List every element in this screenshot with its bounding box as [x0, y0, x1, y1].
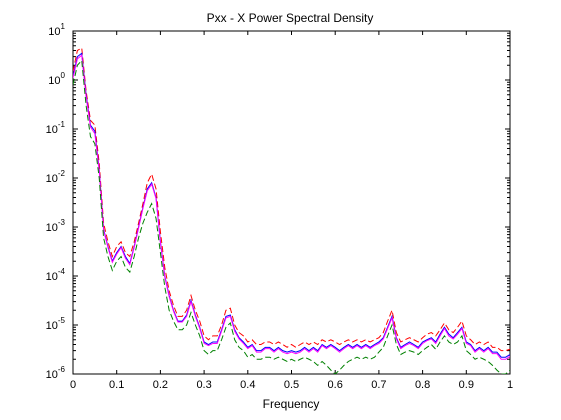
x-axis: 0 0.1 0.2 0.3 0.4 0.5 0.6 0.7 0.8 0.9 1 [70, 31, 513, 391]
x-tick-label: 0.1 [109, 379, 124, 391]
y-tick-base: 10 [48, 75, 60, 87]
y-tick-exponent: -6 [58, 365, 66, 374]
x-axis-label: Frequency [263, 397, 320, 411]
y-tick-base: 10 [46, 124, 58, 136]
y-tick-label: 10-6 [46, 365, 66, 381]
x-tick-label: 0.3 [196, 379, 211, 391]
x-tick-label: 0 [70, 379, 76, 391]
y-tick-base: 10 [46, 320, 58, 332]
x-tick-label: 1 [507, 379, 513, 391]
series-lines [73, 47, 510, 374]
series-line-4 [73, 59, 510, 374]
x-tick-label: 0.7 [371, 379, 386, 391]
y-tick-base: 10 [46, 271, 58, 283]
y-tick-exponent: 1 [61, 22, 66, 31]
y-tick-exponent: -5 [58, 316, 66, 325]
x-tick-label: 0.2 [153, 379, 168, 391]
y-tick-label: 10-5 [46, 316, 66, 332]
y-tick-exponent: 0 [61, 71, 66, 80]
series-line-1 [73, 47, 510, 352]
y-tick-label: 10-1 [46, 120, 66, 136]
y-tick-exponent: -3 [58, 218, 66, 227]
x-tick-label: 0.9 [459, 379, 474, 391]
plot-area [72, 30, 511, 375]
y-tick-exponent: -2 [58, 169, 66, 178]
y-tick-base: 10 [46, 173, 58, 185]
y-tick-label: 10-4 [46, 267, 66, 283]
y-tick-label: 101 [48, 22, 65, 38]
y-tick-exponent: -1 [58, 120, 66, 129]
y-tick-label: 100 [48, 71, 65, 87]
x-tick-label: 0.8 [415, 379, 430, 391]
series-line-3 [73, 54, 510, 360]
y-tick-base: 10 [48, 26, 60, 38]
x-tick-label: 0.5 [284, 379, 299, 391]
x-tick-label: 0.6 [328, 379, 343, 391]
y-tick-label: 10-3 [46, 218, 66, 234]
y-tick-base: 10 [46, 222, 58, 234]
y-tick-exponent: -4 [58, 267, 66, 276]
y-tick-label: 10-2 [46, 169, 66, 185]
x-tick-label: 0.4 [240, 379, 255, 391]
chart-title: Pxx - X Power Spectral Density [207, 11, 374, 25]
y-tick-base: 10 [46, 369, 58, 381]
